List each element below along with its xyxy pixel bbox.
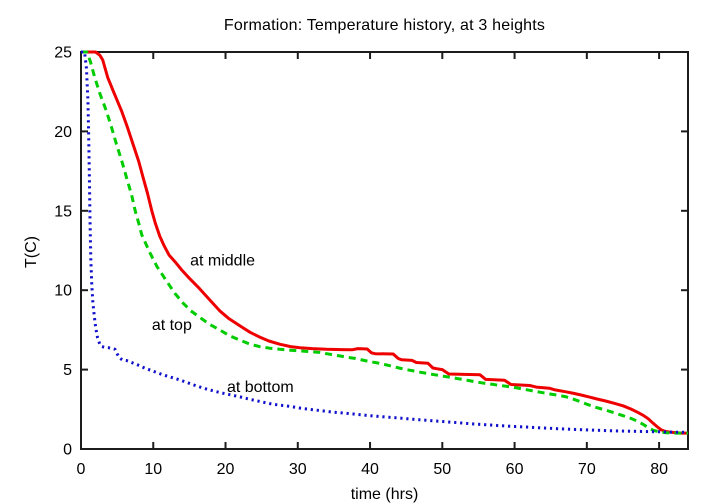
y-tick-label: 0 [63, 442, 72, 459]
y-tick-label: 10 [54, 283, 72, 300]
x-tick-label: 20 [217, 461, 235, 478]
x-tick-label: 0 [77, 461, 86, 478]
y-tick-label: 20 [54, 124, 72, 141]
chart-title: Formation: Temperature history, at 3 hei… [223, 17, 546, 34]
x-tick-label: 80 [650, 461, 668, 478]
x-tick-label: 60 [506, 461, 524, 478]
y-tick-label: 5 [63, 362, 72, 379]
x-tick-label: 30 [289, 461, 307, 478]
curve-label-at-top: at top [152, 317, 192, 334]
series-line-at-bottom [81, 50, 689, 434]
x-axis-title: time (hrs) [350, 486, 419, 503]
axis-border [80, 51, 689, 450]
y-tick-label: 15 [54, 203, 72, 220]
x-tick-label: 70 [578, 461, 596, 478]
series-line-at-middle [81, 50, 688, 435]
y-tick-label: 25 [54, 45, 72, 62]
series-line-at-top [81, 50, 688, 435]
curve-label-at-middle: at middle [190, 253, 255, 270]
x-tick-label: 50 [433, 461, 451, 478]
x-tick-label: 10 [144, 461, 162, 478]
x-tick-label: 40 [361, 461, 379, 478]
curve-label-at-bottom: at bottom [227, 379, 294, 396]
